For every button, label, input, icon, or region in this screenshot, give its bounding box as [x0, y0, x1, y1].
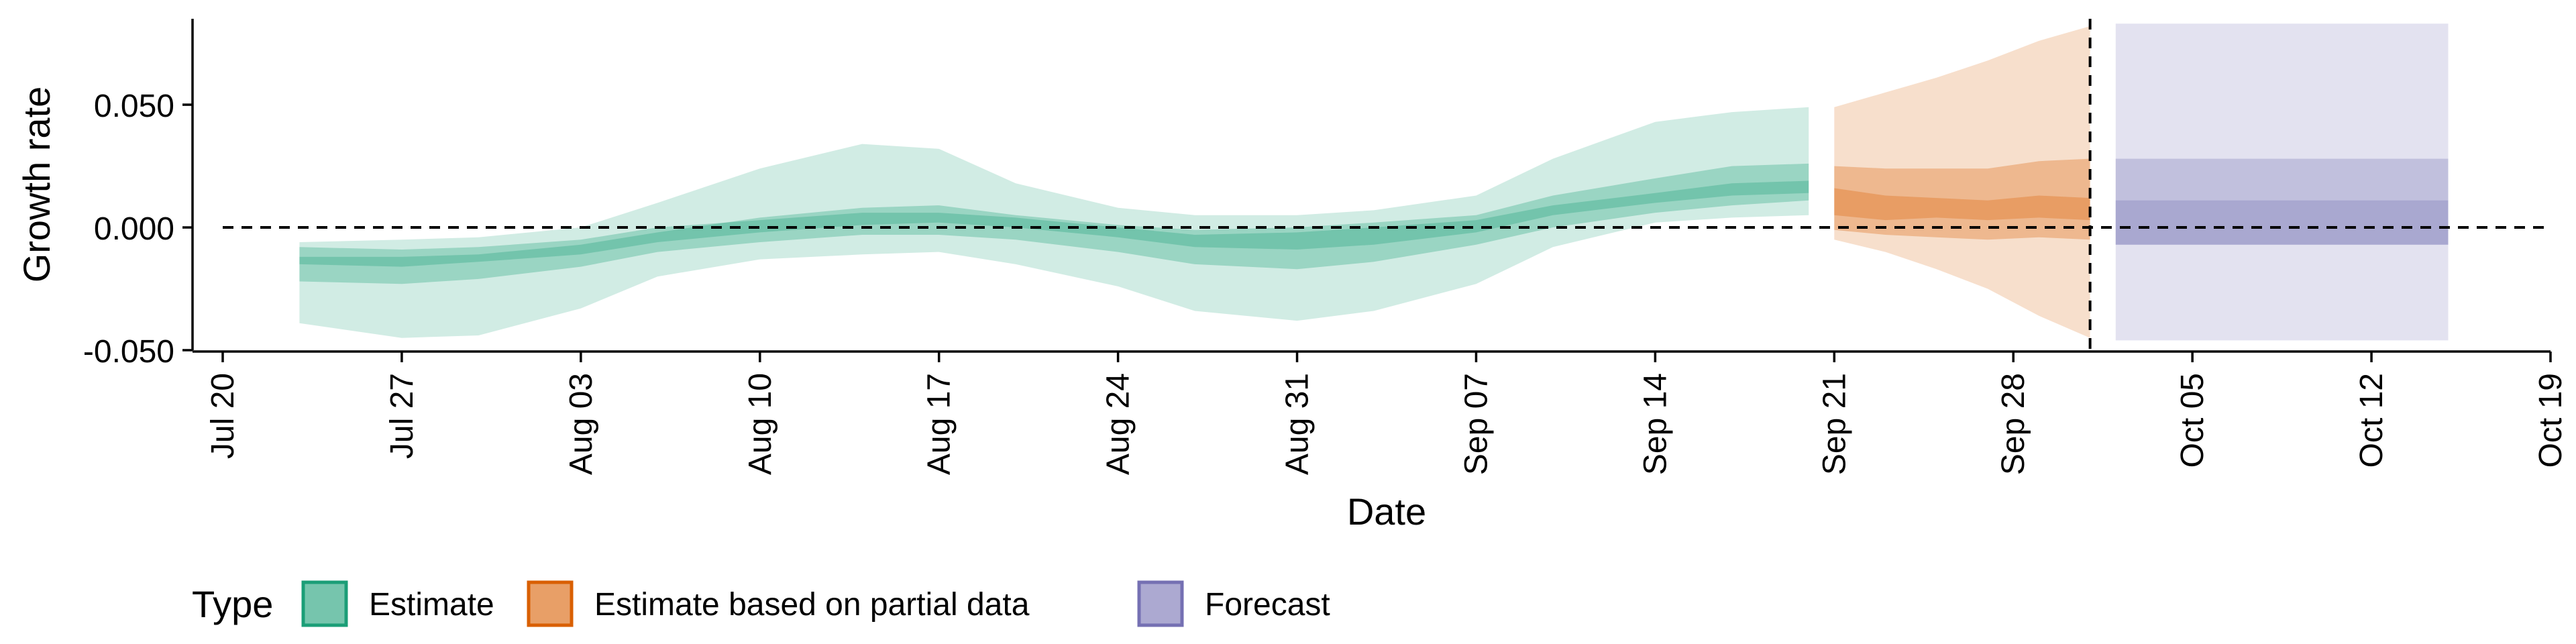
legend-label-forecast: Forecast: [1205, 587, 1330, 623]
x-tick-label: Aug 03: [564, 373, 599, 475]
forecast-band-90: [2115, 23, 2449, 341]
estimate-based-on-partial-data-band-50: [1834, 158, 2090, 240]
x-tick-label: Sep 28: [1996, 373, 2031, 475]
y-axis-title: Growth rate: [15, 87, 58, 283]
axes: -0.050 0.000 0.050 Jul 20 Jul 27 Aug 03 Aug 10…: [83, 19, 2569, 475]
legend-key-estimate: [301, 580, 348, 627]
x-tick-label: Jul 27: [384, 373, 420, 459]
x-tick-label: Sep 07: [1459, 373, 1495, 475]
forecast-band-20: [2115, 200, 2449, 245]
x-tick-label: Aug 24: [1101, 373, 1136, 475]
x-tick-label: Aug 31: [1280, 373, 1316, 475]
estimate-band-20: [299, 180, 1809, 267]
uncertainty-bands: [299, 23, 2449, 341]
x-axis-title: Date: [1347, 490, 1426, 533]
legend-label-estimate: Estimate: [369, 587, 494, 623]
x-tick-label: Aug 10: [743, 373, 778, 475]
estimate-based-on-partial-data-band-20: [1834, 188, 2090, 221]
y-tick-label: 0.050: [94, 89, 174, 124]
legend-key-forecast: [1137, 580, 1184, 627]
legend: Type Estimate Estimate based on partial da…: [192, 580, 1330, 627]
estimate-band-50: [299, 163, 1809, 284]
legend-key-estimate-based-on-partial-data: [527, 580, 574, 627]
y-tick-label: -0.050: [83, 334, 174, 370]
x-tick-label: Jul 20: [205, 373, 241, 459]
reference-lines: [223, 19, 2551, 350]
x-tick-label: Oct 12: [2354, 373, 2390, 468]
x-tick-label: Oct 19: [2533, 373, 2569, 468]
x-tick-label: Aug 17: [922, 373, 957, 475]
estimate-band-90: [299, 107, 1809, 338]
x-tick-label: Oct 05: [2175, 373, 2210, 468]
legend-label-estimate-based-on-partial-data: Estimate based on partial data: [594, 587, 1030, 623]
x-tick-label: Sep 21: [1817, 373, 1852, 475]
x-tick-label: Sep 14: [1638, 373, 1673, 475]
estimate-based-on-partial-data-band-90: [1834, 26, 2090, 338]
legend-title: Type: [192, 583, 273, 625]
y-tick-label: 0.000: [94, 211, 174, 247]
forecast-band-50: [2115, 158, 2449, 245]
